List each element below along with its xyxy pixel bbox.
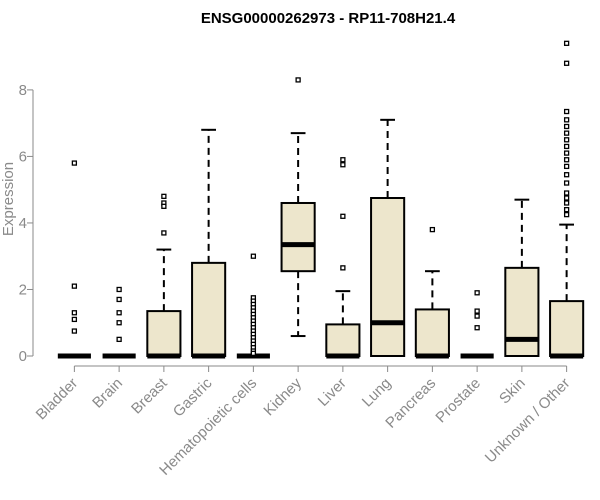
y-tick-label: 6 [19, 148, 27, 165]
outlier-point [116, 296, 122, 303]
outlier-point [161, 203, 167, 209]
outlier-point [563, 108, 570, 115]
y-tick-label: 0 [19, 348, 27, 365]
outlier-point [563, 117, 570, 123]
outlier-point [116, 310, 122, 316]
outlier-point [563, 172, 570, 178]
box-bladder [57, 160, 91, 359]
x-tick-label: Unknown / Other [482, 375, 574, 467]
outlier-point [161, 230, 167, 236]
box-prostate [460, 290, 494, 359]
outlier-point [563, 137, 570, 143]
outlier-point [563, 150, 570, 156]
y-axis-label: Expression [0, 162, 17, 236]
outlier-point [340, 157, 346, 163]
outlier-point [563, 123, 570, 130]
x-tick-label: Bladder [33, 375, 82, 424]
box-liver [325, 157, 361, 359]
box-brain [102, 286, 136, 359]
outlier-point [116, 320, 122, 326]
outlier-point [563, 200, 570, 206]
outlier-point [340, 213, 346, 219]
box-unknown-other [549, 40, 585, 359]
outlier-point [474, 308, 480, 314]
outlier-point [161, 193, 167, 199]
outlier-point [563, 143, 570, 150]
outlier-point [563, 180, 570, 186]
x-tick-label: Liver [315, 375, 350, 410]
x-tick-label: Brain [89, 375, 126, 412]
outlier-point [474, 290, 480, 296]
x-tick-label: Kidney [260, 374, 305, 419]
outlier-point [116, 336, 122, 343]
outlier-point [429, 226, 436, 233]
outlier-point [116, 286, 122, 293]
outlier-point [563, 40, 570, 46]
box-lung [370, 118, 406, 357]
box-gastric [191, 128, 227, 359]
outlier-point [71, 283, 78, 289]
x-tick-label: Lung [359, 375, 395, 411]
outlier-point [563, 60, 570, 66]
outlier-point [563, 211, 570, 218]
outlier-point [474, 325, 480, 331]
box-skin [504, 198, 540, 357]
outlier-point [474, 313, 480, 319]
outlier-point [295, 77, 301, 83]
outlier-point [71, 328, 78, 334]
outlier-point [71, 160, 78, 166]
outlier-point [71, 316, 78, 323]
box-iqr [414, 308, 450, 357]
box-breast [146, 193, 182, 359]
outlier-point [250, 350, 257, 356]
boxes-group [57, 40, 585, 359]
outlier-point [563, 130, 570, 136]
box-iqr [280, 201, 316, 273]
outlier-point [563, 190, 570, 196]
outlier-point [563, 206, 570, 213]
box-iqr [325, 323, 361, 357]
box-kidney [280, 77, 316, 338]
outlier-point [563, 157, 570, 163]
box-iqr [370, 197, 406, 357]
y-tick-label: 4 [19, 215, 27, 232]
y-axis: 0 2 4 6 8 [19, 82, 34, 365]
box-iqr [549, 300, 585, 357]
outlier-point [340, 162, 346, 168]
box-iqr [146, 310, 182, 357]
outlier-point [563, 163, 570, 170]
outlier-point [340, 265, 346, 271]
x-tick-label: Skin [496, 375, 529, 408]
box-iqr [504, 266, 540, 357]
y-tick-label: 8 [19, 82, 27, 99]
box-hematopoietic-cells [236, 253, 270, 359]
outlier-point [250, 253, 257, 259]
x-tick-label: Breast [128, 374, 171, 417]
x-tick-label: Prostate [432, 375, 484, 427]
box-pancreas [414, 226, 450, 359]
y-tick-label: 2 [19, 281, 27, 298]
outlier-point [71, 310, 78, 316]
chart-title: ENSG00000262973 - RP11-708H21.4 [201, 10, 456, 27]
outlier-point [563, 195, 570, 201]
box-iqr [191, 261, 227, 357]
